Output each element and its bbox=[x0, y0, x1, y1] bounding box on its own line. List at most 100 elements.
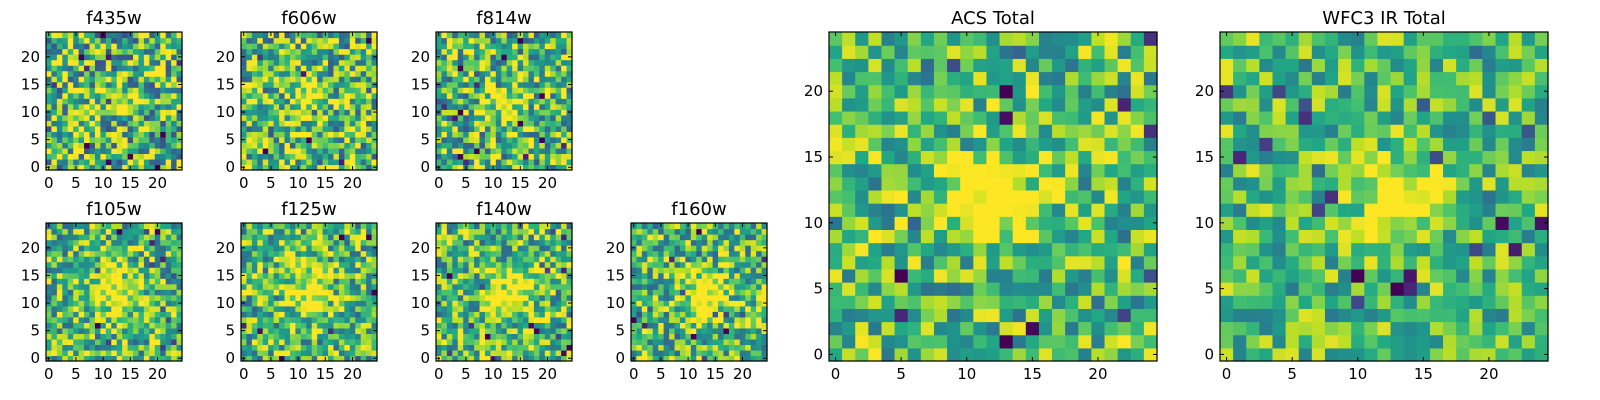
heatmap-cell bbox=[707, 256, 714, 263]
heatmap-cell bbox=[1078, 203, 1092, 217]
heatmap-cell bbox=[143, 48, 150, 55]
heatmap-cell bbox=[279, 37, 286, 44]
heatmap-cell bbox=[739, 344, 746, 351]
heatmap-cell bbox=[73, 333, 80, 340]
heatmap-cell bbox=[495, 158, 502, 166]
heatmap-cell bbox=[679, 245, 686, 252]
heatmap-cell bbox=[51, 311, 58, 318]
heatmap-cell bbox=[479, 228, 486, 235]
heatmap-cell bbox=[512, 250, 519, 257]
heatmap-cell bbox=[756, 245, 763, 252]
heatmap-cell bbox=[257, 283, 264, 290]
y-tick-label: 5 bbox=[615, 322, 625, 340]
heatmap-cell bbox=[712, 245, 719, 252]
heatmap-cell bbox=[149, 250, 156, 257]
heatmap-cell bbox=[149, 32, 156, 39]
heatmap-cell bbox=[495, 223, 502, 230]
heatmap-cell bbox=[533, 48, 540, 55]
heatmap-cell bbox=[739, 250, 746, 257]
heatmap-cell bbox=[490, 92, 497, 99]
heatmap-cell bbox=[78, 333, 85, 340]
heatmap-cell bbox=[300, 311, 307, 318]
heatmap-cell bbox=[360, 223, 367, 230]
heatmap-cell bbox=[1130, 308, 1145, 323]
heatmap-cell bbox=[750, 245, 757, 252]
heatmap-cell bbox=[116, 37, 123, 44]
heatmap-cell bbox=[446, 311, 453, 318]
heatmap-cell bbox=[143, 76, 150, 83]
heatmap-cell bbox=[561, 98, 568, 105]
heatmap-cell bbox=[523, 234, 530, 241]
heatmap-cell bbox=[528, 349, 535, 357]
heatmap-cell bbox=[78, 311, 85, 318]
heatmap-cell bbox=[165, 294, 172, 301]
heatmap-cell bbox=[257, 228, 264, 235]
heatmap-cell bbox=[246, 103, 253, 110]
heatmap-cell bbox=[441, 261, 448, 268]
heatmap-cell bbox=[734, 349, 741, 357]
heatmap-cell bbox=[484, 278, 491, 285]
heatmap-cell bbox=[561, 153, 568, 160]
heatmap-cell bbox=[111, 164, 118, 171]
heatmap-cell bbox=[484, 272, 491, 279]
heatmap-cell bbox=[523, 311, 530, 318]
heatmap-cell bbox=[300, 228, 307, 235]
heatmap-cell bbox=[669, 355, 676, 362]
heatmap-cell bbox=[734, 344, 741, 351]
heatmap-cell bbox=[457, 147, 464, 155]
heatmap-cell bbox=[127, 65, 134, 72]
heatmap-cell bbox=[457, 98, 464, 105]
heatmap-cell bbox=[122, 59, 129, 66]
heatmap-cell bbox=[127, 256, 134, 263]
heatmap-cell bbox=[143, 114, 150, 121]
heatmap-cell bbox=[154, 272, 161, 279]
heatmap-cell bbox=[555, 125, 562, 132]
heatmap-cell bbox=[750, 327, 757, 334]
heatmap-cell bbox=[349, 54, 356, 61]
heatmap-cell bbox=[333, 272, 340, 279]
heatmap-cell bbox=[561, 239, 568, 246]
heatmap-cell bbox=[652, 289, 659, 296]
heatmap-cell bbox=[78, 87, 85, 94]
heatmap-cell bbox=[105, 234, 112, 241]
heatmap-cell bbox=[306, 349, 313, 357]
heatmap-cell bbox=[284, 239, 291, 246]
heatmap-cell bbox=[111, 70, 118, 77]
heatmap-cell bbox=[143, 147, 150, 155]
heatmap-cell bbox=[366, 158, 373, 166]
heatmap-cell bbox=[328, 136, 335, 143]
heatmap-cell bbox=[555, 92, 562, 99]
heatmap-cell bbox=[300, 234, 307, 241]
heatmap-cell bbox=[257, 267, 264, 274]
heatmap-cell bbox=[338, 305, 345, 312]
heatmap-cell bbox=[251, 136, 258, 143]
heatmap-cell bbox=[728, 250, 735, 257]
heatmap-cell bbox=[690, 305, 697, 312]
heatmap-cell bbox=[100, 256, 107, 263]
heatmap-cell bbox=[745, 305, 752, 312]
heatmap-cell bbox=[484, 158, 491, 166]
heatmap-cell bbox=[51, 37, 58, 44]
heatmap-cell bbox=[501, 333, 508, 340]
heatmap-cell bbox=[636, 300, 643, 307]
heatmap-cell bbox=[528, 109, 535, 116]
heatmap-cell bbox=[528, 120, 535, 127]
heatmap-cell bbox=[1091, 282, 1106, 296]
heatmap-cell bbox=[138, 32, 145, 39]
heatmap-cell bbox=[349, 147, 356, 155]
heatmap-cell bbox=[143, 136, 150, 143]
heatmap-cell bbox=[111, 278, 118, 285]
x-tick-label: 0 bbox=[239, 365, 249, 383]
heatmap-cell bbox=[317, 294, 324, 301]
heatmap-cell bbox=[257, 327, 264, 334]
heatmap-cell bbox=[933, 308, 948, 323]
heatmap-cell bbox=[62, 114, 69, 121]
heatmap-cell bbox=[658, 327, 665, 334]
heatmap-cell bbox=[100, 81, 107, 88]
heatmap-cell bbox=[78, 103, 85, 110]
heatmap-cell bbox=[311, 267, 318, 274]
heatmap-cell bbox=[262, 311, 269, 318]
heatmap-cell bbox=[566, 250, 573, 257]
heatmap-cell bbox=[868, 229, 883, 244]
heatmap-cell bbox=[718, 234, 725, 241]
